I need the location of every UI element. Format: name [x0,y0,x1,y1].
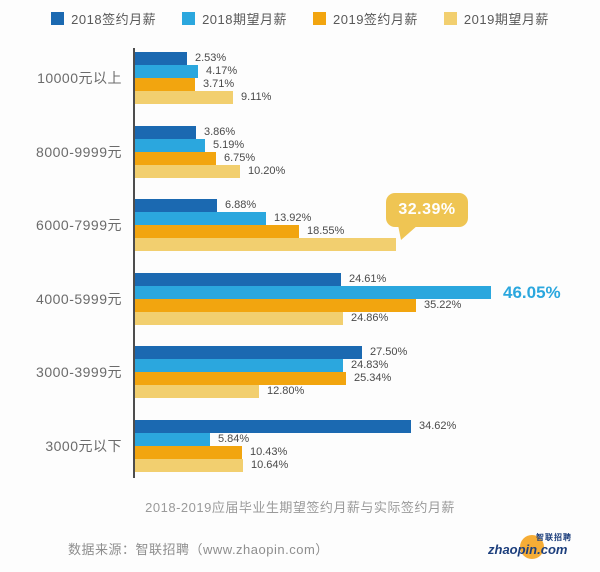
legend-item-0: 2018签约月薪 [51,9,156,28]
bar-value-label: 35.22% [424,299,462,311]
bar-group-1: 8000-9999元 3.86% 5.19% 6.75% 10.20% [0,126,600,178]
bar-5-series-0 [135,420,411,433]
logo-en-text: zhaopin.com [488,542,568,557]
bar-1-series-0 [135,126,196,139]
legend-swatch-icon [182,11,196,25]
bar-2-series-3 [135,238,396,251]
legend-swatch-icon [443,11,457,25]
category-label: 3000元以下 [45,438,122,454]
bar-group-4: 3000-3999元 27.50% 24.83% 25.34% 12.80% [0,346,600,398]
bar-2-series-2 [135,225,299,238]
legend-label: 2018签约月薪 [71,11,157,27]
bar-value-label: 10.64% [251,459,289,471]
bar-4-series-2 [135,372,346,385]
zhaopin-logo: 智联招聘 zhaopin.com [486,531,574,563]
bar-value-label: 12.80% [267,385,305,397]
bar-value-label: 2.53% [195,52,227,64]
bar-3-series-0 [135,273,341,286]
bar-value-label: 10.20% [248,165,286,177]
legend-item-1: 2018期望月薪 [182,9,287,28]
category-axis-line [133,48,135,478]
bar-4-series-0 [135,346,362,359]
legend-item-3: 2019期望月薪 [443,9,549,28]
bar-value-label: 3.71% [203,78,235,90]
bar-4-series-1 [135,359,343,372]
bar-3-series-2 [135,299,416,312]
bar-group-0: 10000元以上 2.53% 4.17% 3.71% 9.11% [0,52,600,104]
bar-value-label: 5.84% [218,433,250,445]
callout-bubble: 32.39% [386,193,468,227]
bar-value-label: 24.61% [349,273,387,285]
bar-value-label: 27.50% [370,346,408,358]
bar-value-label: 18.55% [307,225,345,237]
chart-caption: 2018-2019应届毕业生期望签约月薪与实际签约月薪 [145,500,455,515]
bar-1-series-1 [135,139,205,152]
bar-4-series-3 [135,385,259,398]
bar-3-series-3 [135,312,343,325]
category-label: 8000-9999元 [36,144,122,160]
bar-value-label: 24.86% [351,312,389,324]
category-label: 3000-3999元 [36,364,122,380]
bar-value-label: 6.88% [225,199,257,211]
bar-0-series-1 [135,65,198,78]
bar-5-series-1 [135,433,210,446]
bar-value-label: 3.86% [204,126,236,138]
callout-annotation: 32.39% [386,193,468,240]
bar-group-5: 3000元以下 34.62% 5.84% 10.43% 10.64% [0,420,600,472]
bar-5-series-3 [135,459,243,472]
bar-value-label: 5.19% [213,139,245,151]
legend-swatch-icon [313,11,326,25]
bar-0-series-3 [135,91,233,104]
legend-item-2: 2019签约月薪 [313,9,418,28]
bar-value-label: 10.43% [250,446,288,458]
chart-area: 10000元以上 2.53% 4.17% 3.71% 9.11% 8000-9999元 3.… [0,48,600,484]
bar-value-label: 34.62% [419,420,457,432]
bar-value-label: 24.83% [351,359,389,371]
bar-group-2: 6000-7999元 6.88% 13.92% 18.55% 32.39% [0,193,600,251]
callout-tail-icon [398,225,418,240]
logo-circle-icon [520,535,544,559]
category-label: 6000-7999元 [36,217,122,233]
legend-swatch-icon [51,11,65,25]
bar-1-series-3 [135,165,240,178]
bar-5-series-2 [135,446,242,459]
bar-2-series-1 [135,212,266,225]
bar-value-label: 6.75% [224,152,256,164]
category-label: 4000-5999元 [36,291,122,307]
legend-label: 2019期望月薪 [463,11,549,27]
bar-value-label-emphasis: 46.05% [503,283,561,302]
bar-2-series-0 [135,199,217,212]
bar-value-label: 13.92% [274,212,312,224]
legend-label: 2018期望月薪 [202,11,287,27]
bar-value-label: 9.11% [241,91,272,103]
bar-value-label: 25.34% [354,372,392,384]
chart-legend: 2018签约月薪 2018期望月薪 2019签约月薪 2019期望月薪 [0,9,600,27]
bar-value-label: 4.17% [206,65,238,77]
bar-0-series-2 [135,78,195,91]
bar-3-series-1 [135,286,491,299]
legend-label: 2019签约月薪 [333,11,418,27]
data-source-text: 数据来源：智联招聘（www.zhaopin.com） [68,542,329,557]
category-label: 10000元以上 [37,70,122,86]
bar-1-series-2 [135,152,216,165]
bar-0-series-0 [135,52,187,65]
logo-cn-text: 智联招聘 [536,533,572,542]
bar-group-3: 4000-5999元 24.61% 46.05% 35.22% 24.86% [0,273,600,325]
